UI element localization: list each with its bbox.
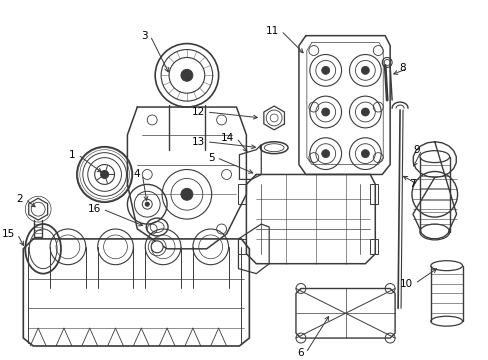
Bar bbox=[238, 239, 246, 254]
Circle shape bbox=[151, 241, 163, 253]
Text: 10: 10 bbox=[399, 279, 412, 288]
Text: 5: 5 bbox=[207, 153, 214, 163]
Text: 15: 15 bbox=[2, 229, 15, 239]
Bar bbox=[369, 239, 378, 254]
Text: 13: 13 bbox=[191, 137, 204, 147]
Text: 4: 4 bbox=[133, 170, 140, 180]
Text: 1: 1 bbox=[69, 150, 76, 159]
Circle shape bbox=[101, 171, 108, 179]
Circle shape bbox=[321, 150, 329, 158]
Circle shape bbox=[181, 69, 192, 81]
Circle shape bbox=[361, 66, 368, 74]
Text: 14: 14 bbox=[221, 133, 234, 143]
Circle shape bbox=[361, 108, 368, 116]
Bar bbox=[238, 184, 246, 204]
Circle shape bbox=[145, 202, 149, 206]
Text: 2: 2 bbox=[17, 194, 23, 204]
Text: 6: 6 bbox=[297, 348, 303, 358]
Text: 16: 16 bbox=[87, 204, 101, 214]
Text: 3: 3 bbox=[142, 31, 148, 41]
Text: 12: 12 bbox=[191, 107, 204, 117]
Text: 7: 7 bbox=[408, 179, 415, 189]
Circle shape bbox=[321, 108, 329, 116]
Circle shape bbox=[181, 188, 192, 200]
Text: 8: 8 bbox=[399, 63, 405, 73]
Text: 9: 9 bbox=[412, 145, 419, 155]
Circle shape bbox=[361, 150, 368, 158]
Circle shape bbox=[321, 66, 329, 74]
Bar bbox=[369, 184, 378, 204]
Text: 11: 11 bbox=[265, 26, 279, 36]
